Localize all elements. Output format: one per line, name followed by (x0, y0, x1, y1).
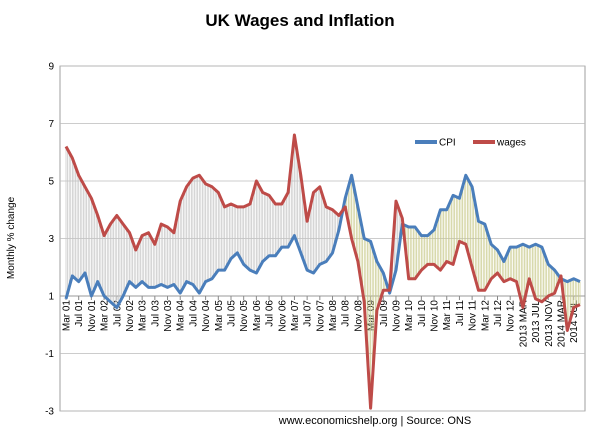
x-tick-label: Nov 04 (201, 300, 212, 332)
y-tick-label: -3 (45, 407, 54, 418)
x-tick-label: Nov 02 (125, 300, 136, 332)
y-axis-label: Monthly % change (6, 196, 17, 279)
x-tick-label: Mar 11 (442, 300, 453, 331)
x-tick-label: Jul 06 (265, 300, 276, 327)
x-tick-label: Jul 10 (417, 300, 428, 327)
x-tick-label: Mar 08 (328, 300, 339, 332)
x-tick-label: Jul 09 (379, 300, 390, 327)
x-tick-label: Mar 10 (404, 300, 415, 332)
x-tick-label: Jul 04 (188, 300, 199, 327)
x-tick-label: Jul 02 (112, 300, 123, 327)
x-tick-label: Nov 08 (353, 300, 364, 332)
x-tick-label: Jul 01 (74, 300, 85, 327)
x-tick-label: Mar 02 (100, 300, 111, 332)
x-tick-label: Mar 12 (480, 300, 491, 332)
x-tick-label: Nov 05 (239, 300, 250, 332)
legend-label: CPI (439, 138, 456, 149)
x-tick-label: Mar 03 (138, 300, 149, 332)
x-tick-label: 2013 NOV (544, 300, 555, 347)
footer: www.economicshelp.org | Source: ONS (278, 415, 471, 427)
x-tick-label: Nov 07 (315, 300, 326, 332)
x-tick-label: 2014 MAR (556, 300, 567, 347)
x-tick-label: Nov 12 (506, 300, 517, 332)
x-tick-label: Jul 08 (341, 300, 352, 327)
x-tick-label: Nov 01 (87, 300, 98, 332)
x-tick-label: Nov 06 (277, 300, 288, 332)
legend-label: wages (496, 138, 526, 149)
line-series (64, 133, 581, 410)
x-tick-label: Jul 07 (303, 300, 314, 327)
y-tick-label: 9 (48, 62, 54, 73)
x-tick-label: Jul 05 (226, 300, 237, 327)
y-tick-label: -1 (45, 349, 54, 360)
x-tick-label: Mar 06 (252, 300, 263, 332)
x-tick-label: Mar 09 (366, 300, 377, 332)
x-tick-label: Nov 10 (430, 300, 441, 332)
x-tick-label: 2014 JUL (569, 300, 580, 343)
x-tick-label: 2013 MAR (518, 300, 529, 347)
x-tick-label: Mar 01 (62, 300, 73, 332)
x-tick-label: Mar 04 (176, 300, 187, 332)
x-tick-label: Jul 11 (455, 300, 466, 326)
x-tick-label: 2013 JUL (531, 300, 542, 343)
x-tick-label: Mar 07 (290, 300, 301, 332)
line-series (64, 173, 581, 309)
y-tick-label: 7 (48, 119, 54, 130)
chart-title: UK Wages and Inflation (205, 11, 394, 30)
x-tick-label: Jul 12 (493, 300, 504, 327)
y-tick-label: 3 (48, 234, 54, 245)
x-tick-label: Nov 09 (391, 300, 402, 332)
x-tick-label: Nov 11 (468, 300, 479, 331)
x-tick-label: Jul 03 (150, 300, 161, 327)
x-tick-label: Nov 03 (163, 300, 174, 332)
y-tick-label: 5 (48, 177, 54, 188)
x-tick-label: Mar 05 (214, 300, 225, 332)
y-tick-label: 1 (48, 292, 54, 303)
